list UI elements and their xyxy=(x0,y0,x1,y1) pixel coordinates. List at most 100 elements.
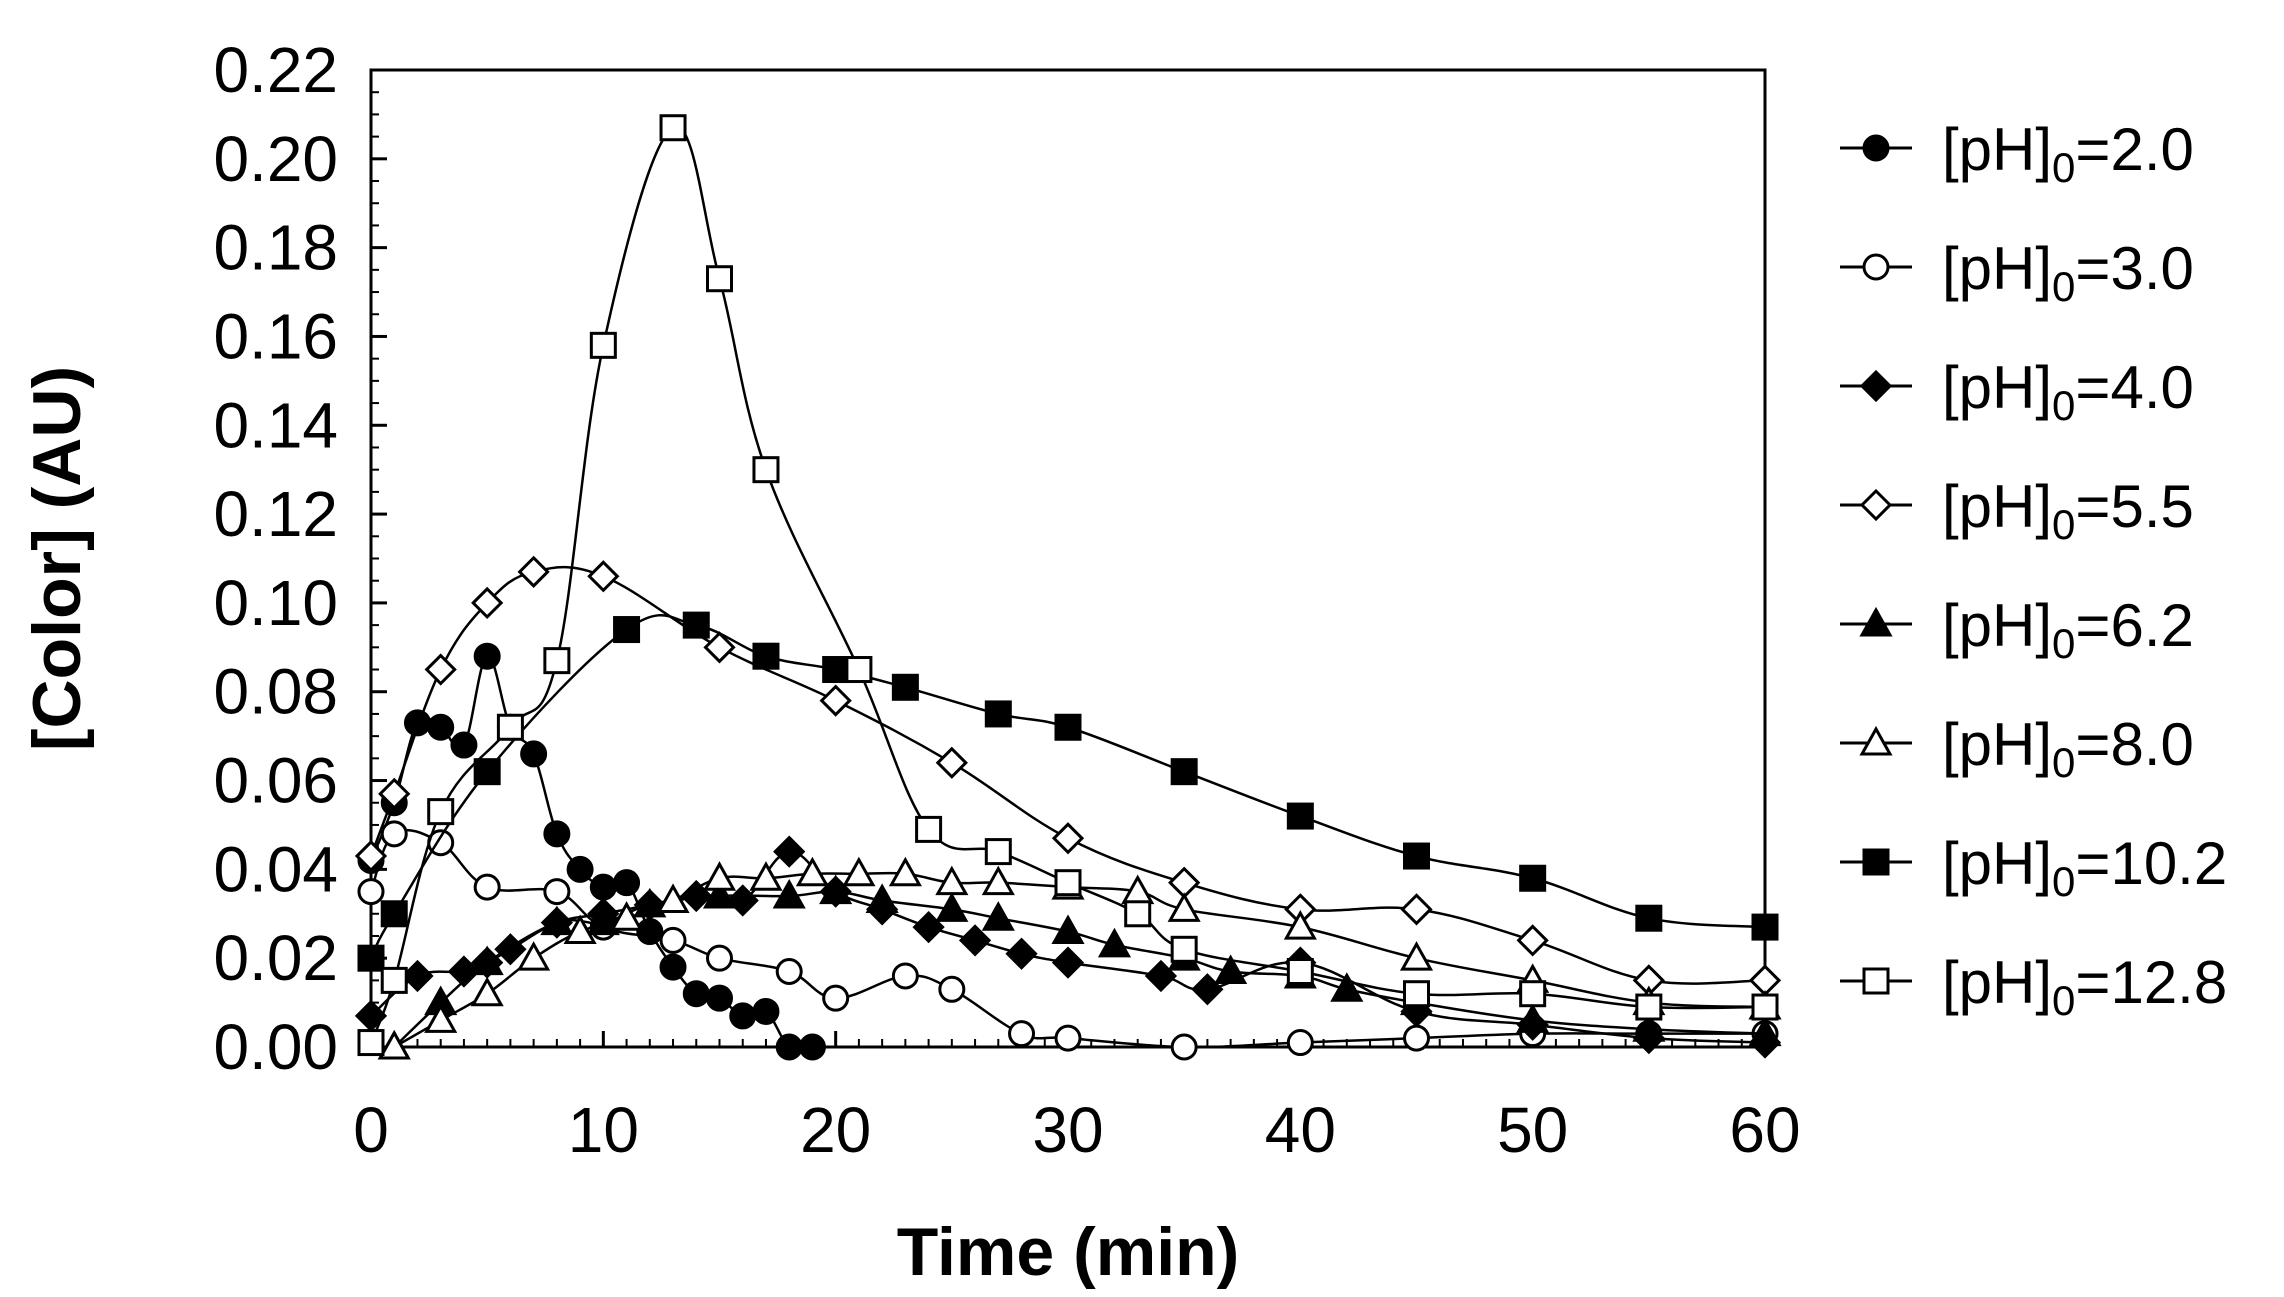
data-point xyxy=(357,944,385,972)
legend-marker xyxy=(1862,253,1890,281)
data-point xyxy=(1214,954,1248,985)
data-point xyxy=(1519,864,1547,892)
legend-label: [pH]0=10.2 xyxy=(1942,830,2227,905)
legend-item-ph-8-0: [pH]0=8.0 xyxy=(1840,711,2194,786)
data-point xyxy=(752,456,780,484)
data-point xyxy=(494,933,527,966)
y-tick-label: 0.10 xyxy=(213,567,338,639)
data-point xyxy=(1516,1003,1550,1033)
data-point xyxy=(517,555,550,588)
data-point xyxy=(798,1033,826,1061)
data-point xyxy=(1403,842,1430,870)
y-tick-label: 0.04 xyxy=(213,833,338,905)
data-point xyxy=(540,905,574,936)
data-point xyxy=(935,746,968,779)
x-tick-label: 40 xyxy=(1265,1094,1336,1166)
data-point xyxy=(659,926,687,954)
y-tick-label: 0.02 xyxy=(213,922,338,994)
legend-marker xyxy=(1862,134,1890,162)
data-point xyxy=(703,631,736,664)
data-point xyxy=(1330,972,1364,1002)
data-point xyxy=(378,777,411,810)
data-point xyxy=(1144,959,1178,993)
data-point xyxy=(563,914,597,945)
series-ph-5-5 xyxy=(354,555,1782,997)
legend-item-ph-10-2: [pH]0=10.2 xyxy=(1840,830,2227,905)
legend-label: [pH]0=4.0 xyxy=(1942,354,2194,429)
data-point xyxy=(749,861,783,891)
y-tick-label: 0.18 xyxy=(213,212,338,284)
series-ph-12-8 xyxy=(357,114,1779,1057)
series-ph-2-0 xyxy=(357,642,826,1061)
data-point xyxy=(1635,904,1663,932)
data-point xyxy=(520,740,548,768)
data-point xyxy=(613,616,641,644)
data-point xyxy=(589,873,617,901)
data-point xyxy=(354,839,388,873)
y-tick-label: 0.22 xyxy=(213,34,338,106)
y-tick-label: 0.14 xyxy=(213,389,338,461)
data-point xyxy=(819,874,853,905)
y-tick-label: 0.06 xyxy=(213,745,338,817)
y-tick-label: 0.12 xyxy=(213,478,338,550)
x-tick-label: 20 xyxy=(800,1094,871,1166)
data-point xyxy=(633,887,667,918)
data-point xyxy=(702,878,737,909)
legend-item-ph-3-0: [pH]0=3.0 xyxy=(1840,235,2194,310)
y-tick-label: 0.16 xyxy=(213,300,338,372)
series-line xyxy=(369,565,1766,985)
data-point xyxy=(1751,993,1779,1021)
x-tick-label: 10 xyxy=(568,1094,639,1166)
data-point xyxy=(543,820,571,848)
data-point xyxy=(447,955,481,988)
data-point xyxy=(702,861,737,891)
data-point xyxy=(682,611,710,639)
legend-item-ph-6-2: [pH]0=6.2 xyxy=(1840,592,2194,667)
data-point xyxy=(795,856,829,887)
data-point xyxy=(888,856,922,887)
data-point xyxy=(473,758,501,786)
data-point xyxy=(912,910,945,944)
data-point xyxy=(357,878,385,906)
data-point xyxy=(935,892,969,922)
data-point xyxy=(1170,1033,1198,1061)
x-tick-label: 50 xyxy=(1497,1094,1568,1166)
data-point xyxy=(1286,1029,1314,1057)
data-point xyxy=(1286,802,1314,830)
series-line xyxy=(369,125,1766,1043)
data-point xyxy=(450,731,478,759)
data-point xyxy=(822,656,850,684)
data-point xyxy=(566,855,594,883)
data-point xyxy=(1051,822,1085,855)
data-point xyxy=(706,944,733,972)
data-point xyxy=(1403,1024,1430,1052)
data-point xyxy=(981,901,1015,931)
data-point xyxy=(1751,913,1779,941)
data-point xyxy=(935,865,969,896)
data-point xyxy=(424,653,457,686)
data-point xyxy=(865,883,899,913)
legend-marker xyxy=(1862,848,1890,876)
data-point xyxy=(958,924,992,957)
data-point xyxy=(845,656,873,684)
x-tick-label: 30 xyxy=(1032,1094,1103,1166)
legend-marker xyxy=(1859,606,1893,637)
data-point xyxy=(1167,892,1201,922)
data-point xyxy=(1286,958,1314,986)
data-point xyxy=(752,997,780,1025)
data-point xyxy=(586,905,620,936)
data-point xyxy=(1051,946,1085,979)
data-point xyxy=(1516,924,1549,957)
data-point xyxy=(543,647,571,675)
data-point xyxy=(819,684,852,717)
legend-label: [pH]0=8.0 xyxy=(1942,711,2194,786)
data-point xyxy=(775,1033,803,1061)
data-point xyxy=(729,1002,757,1030)
data-point xyxy=(424,1003,458,1033)
data-point xyxy=(1519,980,1547,1008)
data-point xyxy=(706,265,733,293)
data-point xyxy=(984,700,1012,728)
data-point xyxy=(682,980,710,1008)
x-axis: 0 10 20 30 40 50 60 xyxy=(353,1031,1801,1166)
